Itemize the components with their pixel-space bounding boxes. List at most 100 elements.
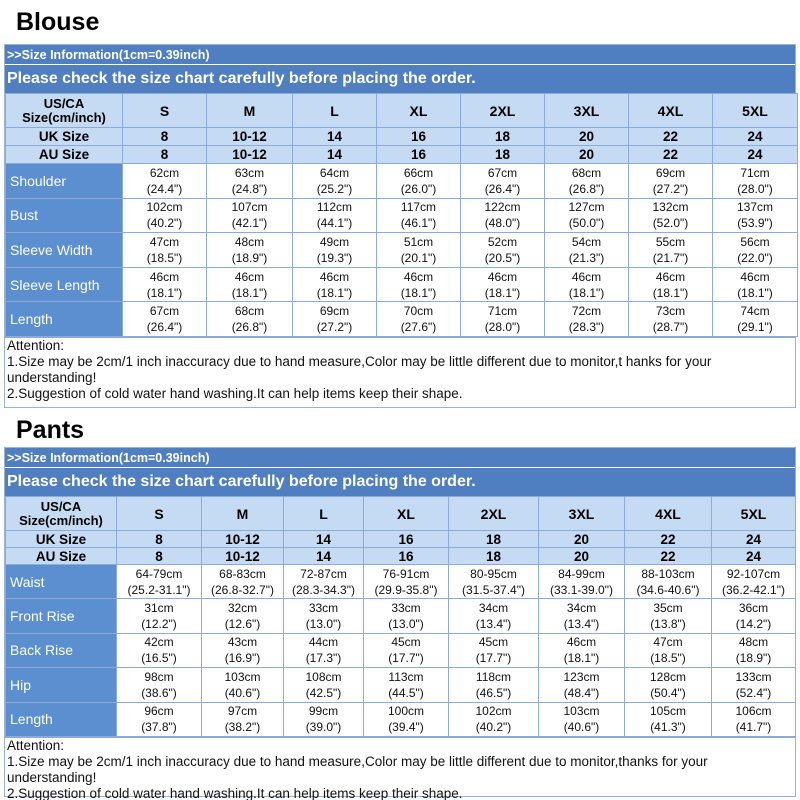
- size-column-header: XL: [363, 496, 449, 531]
- uk-size-value: 22: [628, 127, 713, 146]
- cm-value: 46cm: [319, 269, 350, 284]
- attention-note-2: 2.Suggestion of cold water hand washing.…: [7, 385, 463, 401]
- cm-value: 33cm: [308, 601, 339, 616]
- inch-value: (50.0"): [568, 216, 605, 231]
- uk-size-row: UK Size 8 10-12 14 16 18 20 22 24: [5, 127, 798, 146]
- inch-value: (12.6"): [224, 617, 261, 632]
- au-size-value: 14: [292, 145, 377, 164]
- inch-value: (41.3"): [650, 720, 686, 735]
- inch-value: (31.5-37.4"): [462, 582, 525, 597]
- cm-value: 47cm: [149, 234, 180, 249]
- cm-value: 127cm: [568, 200, 605, 215]
- measurement-value: 48cm (18.9"): [206, 232, 293, 268]
- measurement-value: 73cm (28.7"): [628, 301, 713, 337]
- inch-value: (42.1"): [231, 216, 268, 231]
- measurement-value: 118cm (46.5"): [448, 667, 539, 703]
- inch-value: (52.0"): [652, 216, 689, 231]
- inch-value: (13.4"): [563, 617, 600, 632]
- measurement-value: 132cm (52.0"): [628, 197, 713, 234]
- cm-value: 73cm: [655, 304, 686, 319]
- cm-value: 48cm: [234, 234, 265, 249]
- pants-size-table: US/CA Size(cm/inch) S M L XL 2XL 3XL 4XL…: [5, 496, 796, 737]
- inch-value: (27.2"): [316, 320, 353, 335]
- cm-value: 45cm: [391, 635, 421, 650]
- measurement-value: 45cm (17.7"): [363, 632, 449, 669]
- inch-value: (18.1"): [146, 285, 183, 300]
- inch-value: (18.5"): [146, 250, 183, 265]
- inch-value: (37.8"): [141, 720, 177, 735]
- measurement-value: 76-91cm (29.9-35.8"): [363, 563, 449, 600]
- inch-value: (36.2-42.1"): [722, 582, 785, 597]
- cm-value: 46cm: [403, 269, 434, 284]
- measurement-label: Bust: [5, 197, 123, 234]
- uk-size-value: 18: [448, 530, 539, 548]
- inch-value: (28.7"): [652, 320, 689, 335]
- measurement-row: Shoulder 62cm (24.4") 63cm (24.8") 64cm (25.2"…: [5, 163, 798, 199]
- inch-value: (52.4"): [735, 685, 772, 700]
- cm-value: 100cm: [387, 704, 425, 719]
- measurement-value: 107cm (42.1"): [206, 197, 293, 234]
- cm-value: 128cm: [649, 669, 687, 684]
- measurement-value: 133cm (52.4"): [711, 667, 796, 703]
- cm-value: 46cm: [487, 269, 518, 284]
- measurement-value: 54cm (21.3"): [544, 232, 629, 268]
- au-size-label: AU Size: [5, 547, 117, 565]
- cm-value: 42cm: [144, 635, 174, 650]
- measurement-value: 55cm (21.7"): [628, 232, 713, 268]
- inch-value: (22.0"): [737, 250, 773, 265]
- cm-value: 43cm: [227, 635, 258, 650]
- cm-value: 97cm: [227, 704, 258, 719]
- measurement-value: 112cm (44.1"): [292, 197, 377, 234]
- inch-value: (44.1"): [316, 216, 353, 231]
- measurement-value: 102cm (40.2"): [448, 701, 539, 737]
- inch-value: (53.9"): [737, 216, 773, 231]
- measurement-value: 34cm (13.4"): [538, 598, 625, 634]
- measurement-value: 92-107cm (36.2-42.1"): [711, 563, 796, 600]
- inch-value: (25.2"): [316, 181, 353, 196]
- blouse-size-chart: >>Size Information(1cm=0.39inch) Please …: [4, 44, 798, 408]
- inch-value: (41.7"): [735, 720, 772, 735]
- inch-value: (33.1-39.0"): [550, 582, 613, 597]
- inch-value: (20.5"): [484, 250, 521, 265]
- inch-value: (44.5"): [388, 685, 424, 700]
- measurement-value: 51cm (20.1"): [376, 232, 461, 268]
- measurement-value: 71cm (28.0"): [460, 301, 545, 337]
- measurement-value: 122cm (48.0"): [460, 197, 545, 234]
- au-size-value: 10-12: [201, 547, 284, 565]
- measurement-value: 31cm (12.2"): [116, 598, 202, 634]
- au-size-value: 24: [712, 145, 798, 164]
- measurement-value: 84-99cm (33.1-39.0"): [538, 563, 625, 600]
- cm-value: 46cm: [655, 269, 686, 284]
- measurement-value: 117cm (46.1"): [376, 197, 461, 234]
- measurement-value: 46cm (18.1"): [712, 266, 798, 303]
- au-size-value: 10-12: [206, 145, 293, 164]
- inch-value: (27.6"): [400, 320, 437, 335]
- au-size-row: AU Size 8 10-12 14 16 18 20 22 24: [5, 145, 798, 164]
- measurement-value: 67cm (26.4"): [460, 163, 545, 199]
- pants-size-info: >>Size Information(1cm=0.39inch): [5, 448, 795, 468]
- measurement-value: 103cm (40.6"): [538, 701, 625, 737]
- measurement-value: 105cm (41.3"): [624, 701, 712, 737]
- attention-note-1: 1.Size may be 2cm/1 inch inaccuracy due …: [7, 353, 712, 385]
- size-column-header: 4XL: [628, 93, 713, 128]
- cm-value: 71cm: [740, 165, 770, 180]
- cm-value: 56cm: [740, 234, 770, 249]
- cm-value: 46cm: [234, 269, 265, 284]
- cm-value: 69cm: [319, 304, 350, 319]
- uk-size-value: 16: [376, 127, 461, 146]
- measurement-value: 128cm (50.4"): [624, 667, 712, 703]
- size-system-label: US/CA Size(cm/inch): [5, 496, 117, 531]
- measurement-value: 68cm (26.8"): [206, 301, 293, 337]
- cm-value: 67cm: [149, 304, 180, 319]
- measurement-value: 67cm (26.4"): [122, 301, 207, 337]
- inch-value: (18.5"): [650, 651, 686, 666]
- inch-value: (38.6"): [141, 685, 177, 700]
- measurement-value: 42cm (16.5"): [116, 632, 202, 669]
- attention-note-2: 2.Suggestion of cold water hand washing.…: [7, 785, 463, 800]
- size-column-header: M: [201, 496, 284, 531]
- inch-value: (26.4"): [146, 320, 183, 335]
- measurement-value: 52cm (20.5"): [460, 232, 545, 268]
- inch-value: (48.0"): [484, 216, 521, 231]
- inch-value: (26.4"): [484, 181, 521, 196]
- cm-value: 92-107cm: [726, 566, 781, 581]
